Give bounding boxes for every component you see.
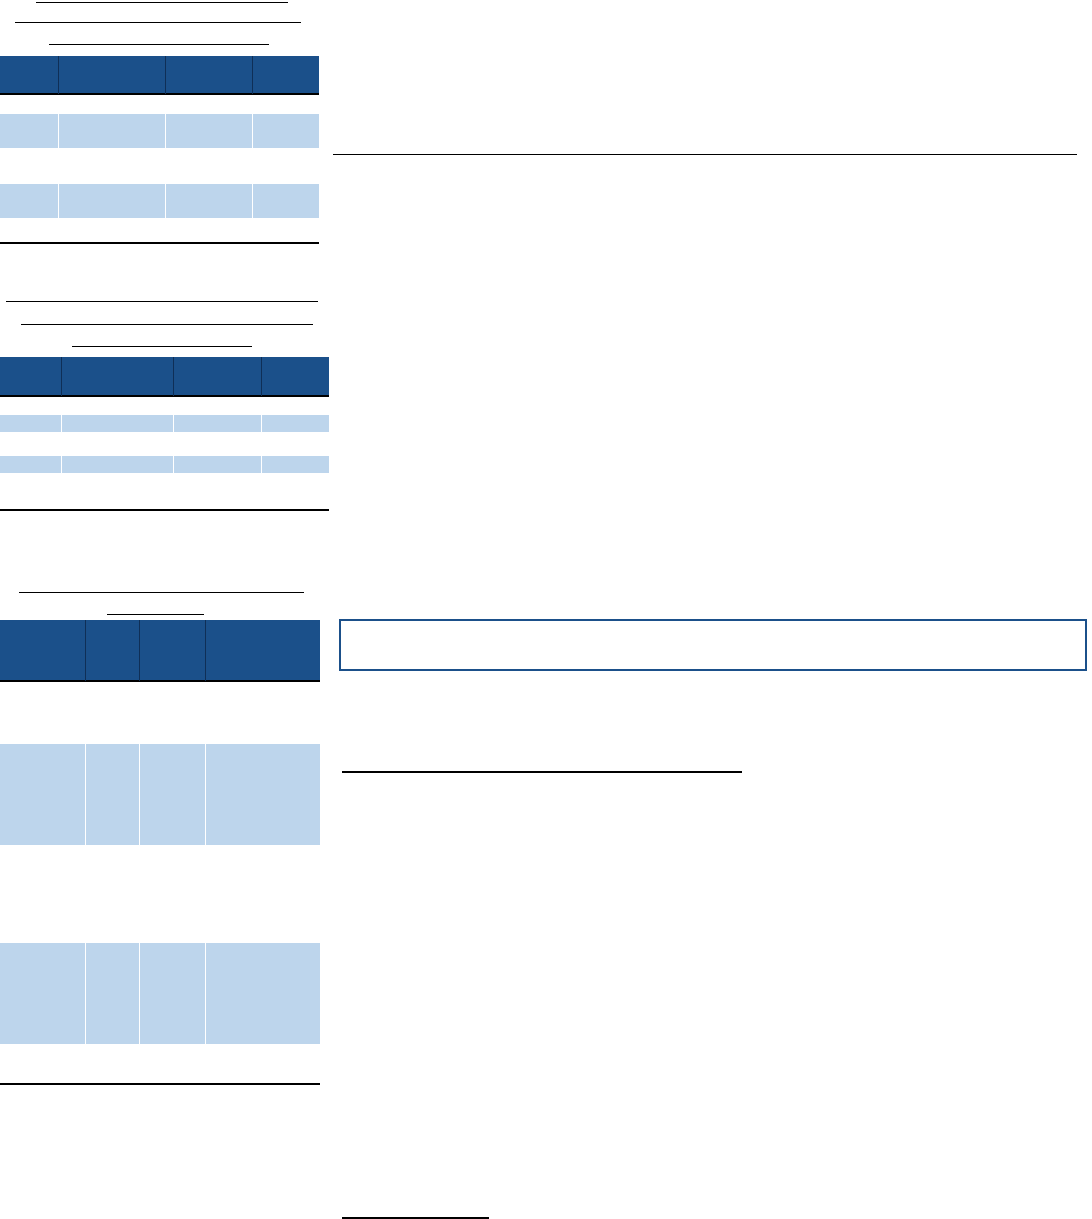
table-1-row-band [0,114,319,148]
table-2-title-line-2 [21,324,313,325]
table-1-title-line-3 [49,44,269,45]
table-3-cell-divider [139,744,140,845]
table-1-cell-divider [58,184,59,218]
table-2-bottom-rule [0,509,329,511]
callout-box [339,619,1087,671]
table-3-col-divider [205,620,206,681]
table-2-col-divider [173,357,174,396]
table-3-bottom-rule [0,1083,320,1085]
table-1-header-underline [0,93,319,95]
table-2-cell-divider [261,415,262,432]
table-2-title-line-1 [6,301,318,302]
table-1-cell-divider [165,114,166,148]
table-2-col-divider [61,357,62,396]
table-2-header-row [0,357,329,396]
table-2-cell-divider [173,456,174,473]
table-2-row-band [0,415,329,432]
table-3-cell-divider [205,744,206,845]
table-3-cell-divider [139,943,140,1044]
table-3-cell-divider [85,943,86,1044]
table-1-col-divider [165,56,166,94]
table-1-cell-divider [252,184,253,218]
table-2-col-divider [261,357,262,396]
table-3-row-band [0,744,320,845]
table-3-header-row [0,620,320,681]
table-2-cell-divider [261,456,262,473]
subsection-heading-rule [342,771,742,773]
table-2-cell-divider [173,415,174,432]
table-1-col-divider [58,56,59,94]
table-1-cell-divider [58,114,59,148]
table-2-header-underline [0,395,329,397]
table-3-title-line-1 [19,592,304,593]
table-1-col-divider [252,56,253,94]
table-1-cell-divider [252,114,253,148]
table-1-bottom-rule [0,242,319,244]
table-3-cell-divider [205,943,206,1044]
table-2-row-band [0,456,329,473]
table-2-cell-divider [61,456,62,473]
table-1-cell-divider [165,184,166,218]
table-1-row-band [0,184,319,218]
table-3-cell-divider [85,744,86,845]
table-3-title-line-2 [107,614,204,615]
table-2-title-line-3 [72,346,252,347]
table-3-row-band [0,943,320,1044]
table-1-title-line-1 [36,2,288,3]
table-3-header-underline [0,680,320,682]
section-heading-rule [333,154,1077,155]
table-3-col-divider [139,620,140,681]
table-1-title-line-2 [15,22,301,23]
footer-heading-rule [342,1217,489,1219]
table-2-cell-divider [61,415,62,432]
table-3-col-divider [85,620,86,681]
table-1-header-row [0,56,319,94]
